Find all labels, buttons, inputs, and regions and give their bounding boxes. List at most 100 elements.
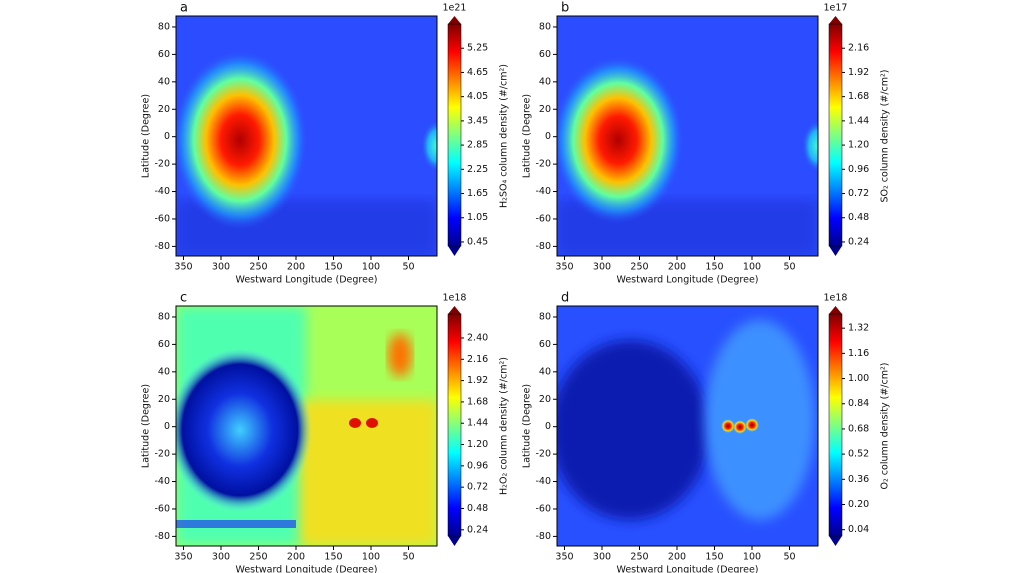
y-tick-label: 60	[158, 339, 170, 350]
colorbar	[828, 23, 843, 247]
plot-frame	[556, 15, 819, 257]
colorbar-exponent: 1e18	[824, 293, 848, 304]
x-tick-label: 50	[402, 262, 414, 273]
colorbar-extend	[829, 16, 842, 24]
x-tick-label: 200	[668, 262, 686, 273]
y-axis-label: Latitude (Degree)	[522, 94, 533, 178]
colorbar-tick-label: 0.96	[467, 460, 488, 471]
y-tick-label: -40	[154, 186, 170, 197]
y-tick-label: 0	[164, 131, 170, 142]
colorbar-tick-label: 1.32	[848, 323, 869, 334]
colorbar-tick-label: 1.68	[848, 91, 869, 102]
colorbar-tick-label: 1.92	[467, 375, 488, 386]
colorbar-tick-label: 0.84	[848, 398, 869, 409]
colorbar-tick-label: 0.72	[848, 188, 869, 199]
y-tick-label: 0	[545, 131, 551, 142]
y-tick-label: 80	[158, 311, 170, 322]
y-tick-label: 40	[539, 76, 551, 87]
y-tick-label: -60	[535, 213, 551, 224]
y-axis-label: Latitude (Degree)	[141, 94, 152, 178]
x-tick-label: 250	[630, 262, 648, 273]
y-tick-label: 60	[539, 49, 551, 60]
colorbar-tick-label: 2.16	[848, 43, 869, 54]
colorbar-tick-label: 1.68	[467, 396, 488, 407]
panel-label: c	[180, 291, 187, 306]
colorbar-extend	[829, 306, 842, 314]
colorbar-tick-label: 0.20	[848, 499, 869, 510]
colorbar-label: O₂ column density (#/cm²)	[880, 362, 891, 489]
x-tick-label: 250	[630, 552, 648, 563]
x-tick-label: 250	[249, 552, 267, 563]
y-tick-label: -60	[154, 503, 170, 514]
x-axis-label: Westward Longitude (Degree)	[617, 275, 759, 286]
colorbar-extend	[448, 246, 461, 256]
colorbar-extend	[448, 536, 461, 546]
y-tick-label: -80	[535, 531, 551, 542]
colorbar-tick-label: 0.48	[848, 212, 869, 223]
x-tick-label: 100	[743, 262, 761, 273]
colorbar-tick-label: 1.44	[467, 418, 488, 429]
x-tick-label: 350	[174, 262, 192, 273]
colorbar-tick-label: 0.52	[848, 449, 869, 460]
y-tick-label: -20	[154, 159, 170, 170]
x-tick-label: 300	[593, 552, 611, 563]
colorbar	[447, 313, 462, 537]
y-tick-label: 40	[158, 76, 170, 87]
x-tick-label: 50	[402, 552, 414, 563]
x-tick-label: 200	[287, 552, 305, 563]
x-tick-label: 300	[593, 262, 611, 273]
y-tick-label: 20	[539, 394, 551, 405]
y-tick-label: -80	[154, 241, 170, 252]
plot-frame	[556, 305, 819, 547]
colorbar-tick-label: 4.65	[467, 67, 488, 78]
plot-frame	[175, 15, 438, 257]
colorbar-extend	[829, 246, 842, 256]
y-axis-label: Latitude (Degree)	[141, 384, 152, 468]
y-tick-label: 80	[539, 21, 551, 32]
x-tick-label: 150	[705, 552, 723, 563]
colorbar-tick-label: 3.45	[467, 115, 488, 126]
y-tick-label: -80	[154, 531, 170, 542]
colorbar-tick-label: 1.00	[848, 373, 869, 384]
y-tick-label: 40	[539, 366, 551, 377]
field-b	[557, 16, 818, 256]
colorbar	[828, 313, 843, 537]
x-tick-label: 250	[249, 262, 267, 273]
y-tick-label: -60	[535, 503, 551, 514]
colorbar-label: H₂O₂ column density (#/cm²)	[499, 357, 510, 495]
x-tick-label: 350	[555, 552, 573, 563]
colorbar-extend	[448, 306, 461, 314]
colorbar	[447, 23, 462, 247]
y-tick-label: 20	[158, 104, 170, 115]
field-c	[176, 306, 437, 546]
y-tick-label: 20	[158, 394, 170, 405]
x-tick-label: 100	[362, 262, 380, 273]
y-tick-label: -20	[535, 449, 551, 460]
colorbar-tick-label: 0.68	[848, 423, 869, 434]
y-tick-label: -20	[154, 449, 170, 460]
y-tick-label: 0	[164, 421, 170, 432]
x-axis-label: Westward Longitude (Degree)	[617, 565, 759, 573]
x-axis-label: Westward Longitude (Degree)	[236, 275, 378, 286]
colorbar-tick-label: 1.20	[467, 439, 488, 450]
y-tick-label: 60	[539, 339, 551, 350]
x-tick-label: 300	[212, 262, 230, 273]
colorbar-extend	[829, 536, 842, 546]
colorbar-exponent: 1e17	[824, 3, 848, 14]
colorbar-tick-label: 0.72	[467, 482, 488, 493]
panel-label: a	[180, 1, 188, 16]
colorbar-tick-label: 0.96	[848, 164, 869, 175]
colorbar-tick-label: 0.48	[467, 503, 488, 514]
y-tick-label: 60	[158, 49, 170, 60]
x-tick-label: 200	[287, 262, 305, 273]
colorbar-tick-label: 1.05	[467, 212, 488, 223]
x-tick-label: 200	[668, 552, 686, 563]
colorbar-tick-label: 1.65	[467, 188, 488, 199]
colorbar-tick-label: 4.05	[467, 91, 488, 102]
x-tick-label: 50	[783, 552, 795, 563]
field-a	[176, 16, 437, 256]
y-tick-label: 20	[539, 104, 551, 115]
y-tick-label: 40	[158, 366, 170, 377]
x-tick-label: 100	[362, 552, 380, 563]
colorbar-tick-label: 2.40	[467, 332, 488, 343]
